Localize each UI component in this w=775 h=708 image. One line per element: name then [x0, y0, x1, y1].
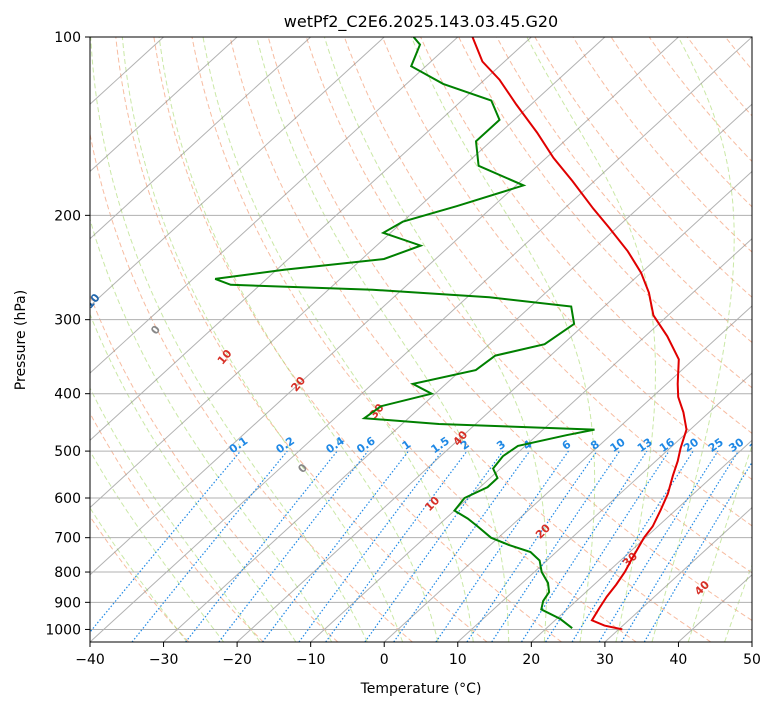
dry-adiabat: [229, 37, 712, 642]
mixing-ratio-line: [298, 450, 443, 642]
y-tick-label: 700: [54, 531, 81, 547]
moist-adiabat: [724, 563, 752, 642]
moist-adiabat: [202, 37, 474, 642]
mixing-ratio-line: [325, 450, 468, 642]
mixing-ratio-line: [621, 450, 739, 642]
dry-adiabat: [458, 37, 752, 389]
mixing-ratio-line: [90, 450, 241, 634]
moist-adiabat: [90, 450, 224, 642]
dry-adiabat: [305, 37, 752, 574]
x-axis-title: Temperature (°C): [360, 681, 482, 697]
plot-frame: [89, 36, 753, 643]
x-tick-label: 0: [380, 652, 389, 668]
y-axis-title: Pressure (hPa): [13, 290, 29, 390]
dry-adiabat: [267, 37, 752, 622]
x-tick-label: 30: [596, 652, 614, 668]
moist-adiabat: [90, 217, 333, 642]
x-tick-label: −40: [75, 652, 105, 668]
grid-layer: [90, 37, 752, 642]
y-tick-label: 900: [54, 595, 81, 611]
dry-adiabat: [90, 293, 339, 642]
moist-adiabat: [90, 313, 297, 642]
moist-adiabat: [158, 37, 439, 642]
chart-title: wetPf2_C2E6.2025.143.03.45.G20: [284, 12, 558, 32]
isotherm-line: [383, 305, 752, 642]
mixing-ratio-line: [131, 450, 288, 642]
isotherm-line: [90, 37, 752, 642]
y-tick-label: 600: [54, 491, 81, 507]
isotherm-line: [310, 237, 752, 642]
x-tick-label: −30: [149, 652, 179, 668]
y-axis: 100 200 300 400 500 600 700 800 900 1000: [45, 30, 90, 638]
dry-adiabat: [496, 37, 752, 344]
mixing-ratio-line: [571, 450, 694, 642]
mixing-ratio-line: [520, 450, 648, 642]
temperature-line: [471, 37, 688, 631]
moist-adiabat: [90, 387, 261, 642]
moist-adiabat: [256, 37, 510, 642]
isotherm-line: [90, 37, 385, 307]
y-tick-label: 500: [54, 444, 81, 460]
dewpoint-line: [214, 37, 595, 629]
isotherm-line: [236, 170, 752, 642]
dry-adiabat: [90, 515, 190, 642]
moist-adiabat: [323, 37, 548, 642]
mixing-ratio-line: [435, 450, 569, 642]
isotherm-line: [90, 37, 459, 374]
y-tick-label: 100: [54, 30, 81, 46]
mixing-ratio-line: [393, 450, 531, 642]
isotherm-line: [90, 37, 238, 173]
x-tick-label: −10: [296, 652, 326, 668]
x-tick-label: 40: [669, 652, 687, 668]
profile-layer: [214, 37, 688, 631]
dry-adiabat: [191, 37, 637, 642]
isotherm-line: [90, 37, 312, 240]
x-tick-label: −20: [222, 652, 252, 668]
isotherm-line: [90, 37, 532, 442]
y-tick-label: 800: [54, 565, 81, 581]
y-tick-label: 200: [54, 208, 81, 224]
y-tick-label: 1000: [45, 622, 81, 638]
mixing-ratio-label: 36: [747, 435, 767, 455]
x-tick-label: 50: [743, 652, 761, 668]
y-tick-label: 300: [54, 313, 81, 329]
y-tick-label: 400: [54, 387, 81, 403]
dry-adiabat: [90, 131, 413, 642]
dry-adiabat: [534, 37, 752, 298]
isotherm-line: [90, 37, 606, 509]
isotherm-line: [604, 506, 752, 642]
mixing-ratio-line: [262, 450, 409, 642]
isotherm-line: [163, 103, 752, 642]
x-tick-label: 20: [522, 652, 540, 668]
moist-adiabat: [687, 444, 752, 642]
mixing-ratio-line: [364, 450, 504, 642]
dry-adiabat: [115, 37, 488, 642]
x-tick-label: 10: [449, 652, 467, 668]
dry-adiabat: [648, 37, 752, 163]
x-axis: −40 −30 −20 −10 0 10 20 30 40 50: [75, 642, 761, 668]
moist-adiabat: [121, 37, 404, 642]
isotherm-line: [90, 37, 679, 576]
dry-adiabat: [382, 37, 752, 481]
moist-adiabat: [651, 37, 735, 642]
dry-adiabat: [343, 37, 752, 527]
mixing-ratio-line: [545, 450, 670, 642]
isotherm-line: [457, 372, 752, 642]
